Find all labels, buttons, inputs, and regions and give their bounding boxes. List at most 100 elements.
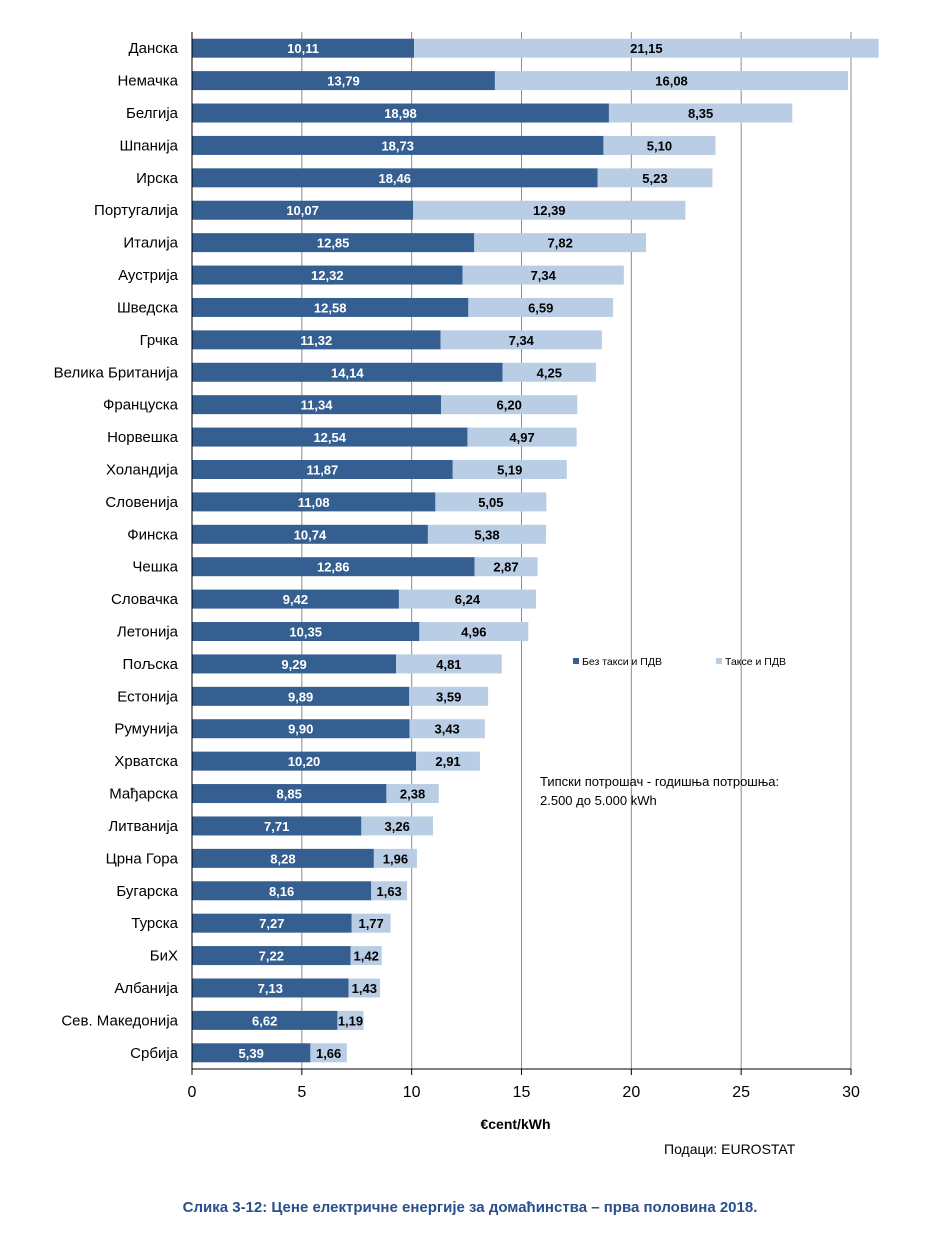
- bar-taxes: [468, 297, 614, 317]
- bar-base-price: [192, 459, 453, 479]
- category-label: Немачка: [117, 73, 178, 90]
- category-label: Сев. Македонија: [61, 1012, 178, 1029]
- category-label: Литванија: [108, 818, 178, 835]
- bar-taxes: [361, 816, 433, 836]
- data-label-base-price: 18,98: [384, 106, 417, 121]
- category-label: Естонија: [117, 688, 178, 705]
- bar-taxes: [435, 492, 547, 512]
- legend-swatch: [573, 658, 579, 664]
- category-label: Летонија: [117, 624, 179, 641]
- data-label-base-price: 10,20: [288, 754, 321, 769]
- data-label-taxes: 1,96: [383, 851, 408, 866]
- data-label-taxes: 7,82: [548, 236, 573, 251]
- category-label: Аустрија: [118, 267, 179, 284]
- category-label: Грчка: [140, 332, 179, 349]
- data-label-base-price: 7,22: [259, 949, 284, 964]
- bar-base-price: [192, 200, 414, 220]
- data-label-taxes: 1,77: [358, 916, 383, 931]
- bar-taxes: [337, 1010, 364, 1030]
- bar-taxes: [386, 784, 439, 804]
- bar-taxes: [474, 557, 538, 577]
- bar-base-price: [192, 524, 428, 544]
- data-label-taxes: 4,81: [436, 657, 461, 672]
- category-label: Румунија: [114, 721, 178, 738]
- data-label-taxes: 5,19: [497, 462, 522, 477]
- bar-base-price: [192, 427, 468, 447]
- data-label-base-price: 9,42: [283, 592, 308, 607]
- bar-base-price: [192, 362, 503, 382]
- data-label-taxes: 6,24: [455, 592, 481, 607]
- category-label: Португалија: [94, 202, 179, 219]
- bar-taxes: [603, 135, 716, 155]
- data-label-taxes: 5,38: [474, 527, 499, 542]
- bar-base-price: [192, 395, 442, 415]
- category-label: Бугарска: [116, 883, 178, 900]
- category-label: Шпанија: [119, 137, 178, 154]
- data-source: Подаци: EUROSTAT: [664, 1141, 796, 1157]
- bar-base-price: [192, 297, 469, 317]
- data-label-taxes: 2,91: [435, 754, 460, 769]
- bar-base-price: [192, 848, 374, 868]
- data-label-taxes: 2,87: [493, 560, 518, 575]
- bar-base-price: [192, 1043, 311, 1063]
- category-label: Србија: [130, 1045, 178, 1062]
- data-label-taxes: 21,15: [630, 41, 663, 56]
- bar-taxes: [419, 622, 529, 642]
- data-label-base-price: 10,07: [286, 203, 319, 218]
- data-label-taxes: 16,08: [655, 74, 688, 89]
- bar-base-price: [192, 751, 417, 771]
- data-label-base-price: 8,85: [277, 787, 302, 802]
- bar-taxes: [502, 362, 596, 382]
- data-label-taxes: 12,39: [533, 203, 566, 218]
- category-label: Француска: [103, 397, 179, 414]
- x-tick-label: 20: [622, 1084, 640, 1101]
- bar-taxes: [414, 38, 879, 58]
- bar-taxes: [474, 233, 647, 253]
- data-label-base-price: 7,13: [258, 981, 283, 996]
- bar-taxes: [373, 848, 417, 868]
- data-label-base-price: 12,86: [317, 560, 350, 575]
- bar-taxes: [351, 913, 391, 933]
- x-tick-label: 15: [513, 1084, 531, 1101]
- data-label-taxes: 7,34: [531, 268, 557, 283]
- bar-taxes: [416, 751, 480, 771]
- bar-base-price: [192, 881, 372, 901]
- category-label: Чешка: [132, 559, 178, 576]
- bar-base-price: [192, 978, 349, 998]
- data-label-base-price: 8,16: [269, 884, 294, 899]
- bar-taxes: [440, 330, 602, 350]
- bar-base-price: [192, 913, 352, 933]
- data-label-taxes: 1,66: [316, 1046, 341, 1061]
- bar-base-price: [192, 589, 399, 609]
- data-label-taxes: 4,25: [537, 365, 562, 380]
- category-label: Норвешка: [107, 429, 179, 446]
- category-label: Данска: [128, 40, 178, 57]
- legend-label: Таксе и ПДВ: [725, 656, 786, 668]
- bar-taxes: [398, 589, 536, 609]
- data-label-base-price: 12,85: [317, 236, 350, 251]
- bar-taxes: [608, 103, 793, 123]
- legend-label: Без такси и ПДВ: [582, 656, 662, 668]
- data-label-base-price: 18,46: [378, 171, 411, 186]
- data-label-taxes: 6,20: [497, 398, 522, 413]
- data-label-base-price: 11,34: [301, 398, 334, 413]
- data-label-taxes: 5,10: [647, 138, 672, 153]
- data-label-base-price: 9,29: [281, 657, 306, 672]
- x-tick-label: 5: [297, 1084, 306, 1101]
- data-label-base-price: 12,58: [314, 300, 347, 315]
- data-label-taxes: 3,43: [434, 722, 459, 737]
- x-tick-label: 30: [842, 1084, 860, 1101]
- data-label-base-price: 5,39: [239, 1046, 264, 1061]
- category-label: Финска: [127, 526, 178, 543]
- data-label-base-price: 6,62: [252, 1013, 277, 1028]
- category-label: Италија: [123, 235, 178, 252]
- category-label: Турска: [131, 915, 178, 932]
- x-tick-label: 0: [188, 1084, 197, 1101]
- bar-base-price: [192, 71, 495, 91]
- bar-base-price: [192, 265, 463, 285]
- bar-base-price: [192, 38, 415, 58]
- bar-base-price: [192, 719, 410, 739]
- data-label-taxes: 4,96: [461, 625, 486, 640]
- figure-caption: Слика 3-12: Цене електричне енергије за …: [182, 1199, 758, 1216]
- data-label-base-price: 13,79: [327, 74, 360, 89]
